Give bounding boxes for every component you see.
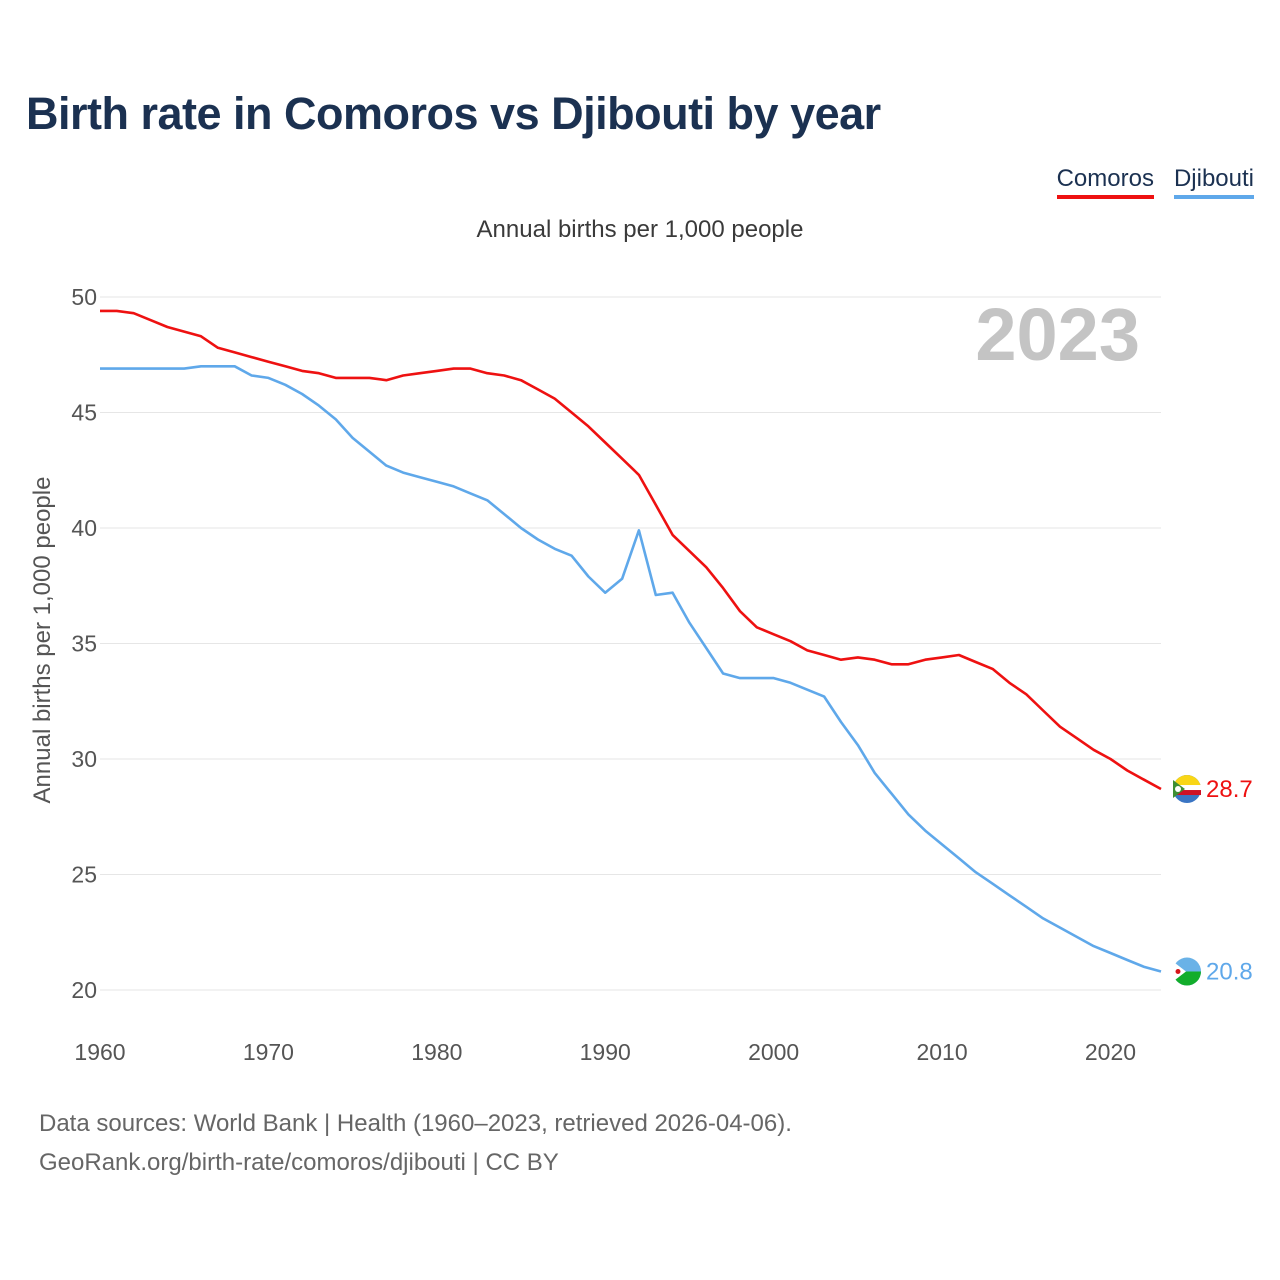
y-axis-title: Annual births per 1,000 people bbox=[29, 477, 56, 804]
end-value-label-comoros: 28.7 bbox=[1206, 776, 1253, 803]
series-line-comoros bbox=[100, 309, 1162, 791]
y-axis-ticks: 20 25 30 35 40 45 50 bbox=[71, 284, 97, 1003]
series-lines bbox=[100, 309, 1162, 973]
source-link[interactable]: GeoRank.org/birth-rate/comoros/djibouti … bbox=[39, 1149, 559, 1176]
legend-item-djibouti[interactable]: Djibouti bbox=[1173, 165, 1254, 199]
x-axis-ticks: 1960 1970 1980 1990 2000 2010 2020 bbox=[74, 1039, 1136, 1065]
x-tick-label-1970: 1970 bbox=[243, 1039, 294, 1065]
data-source-note: Data sources: World Bank | Health (1960–… bbox=[39, 1110, 792, 1137]
legend: Comoros Djibouti bbox=[1056, 165, 1254, 199]
y-tick-label-30: 30 bbox=[71, 746, 97, 772]
legend-item-comoros[interactable]: Comoros bbox=[1056, 165, 1154, 199]
y-tick-label-35: 35 bbox=[71, 631, 97, 657]
x-tick-label-1980: 1980 bbox=[411, 1039, 462, 1065]
year-label: 2023 bbox=[975, 293, 1140, 376]
flag-comoros-icon bbox=[1173, 775, 1201, 804]
y-tick-label-25: 25 bbox=[71, 862, 97, 888]
y-tick-label-50: 50 bbox=[71, 284, 97, 310]
footer: Data sources: World Bank | Health (1960–… bbox=[39, 1104, 792, 1182]
series-line-djibouti bbox=[100, 364, 1162, 973]
end-value-label-djibouti: 20.8 bbox=[1206, 959, 1253, 986]
chart-title: Birth rate in Comoros vs Djibouti by yea… bbox=[26, 88, 881, 139]
x-tick-label-2010: 2010 bbox=[916, 1039, 967, 1065]
flag-djibouti-icon bbox=[1173, 957, 1201, 986]
x-tick-label-2020: 2020 bbox=[1085, 1039, 1136, 1065]
gridlines bbox=[100, 296, 1161, 991]
y-tick-label-40: 40 bbox=[71, 515, 97, 541]
x-tick-label-1960: 1960 bbox=[74, 1039, 125, 1065]
chart-subtitle: Annual births per 1,000 people bbox=[476, 216, 804, 243]
y-tick-label-20: 20 bbox=[71, 977, 97, 1003]
series-end-markers: 28.7 20.8 bbox=[1173, 775, 1253, 986]
line-chart: 20 25 30 35 40 45 50 1960 1970 1980 1990 2000 2010 2… bbox=[29, 284, 1253, 1065]
x-tick-label-1990: 1990 bbox=[580, 1039, 631, 1065]
x-tick-label-2000: 2000 bbox=[748, 1039, 799, 1065]
y-tick-label-45: 45 bbox=[71, 400, 97, 426]
